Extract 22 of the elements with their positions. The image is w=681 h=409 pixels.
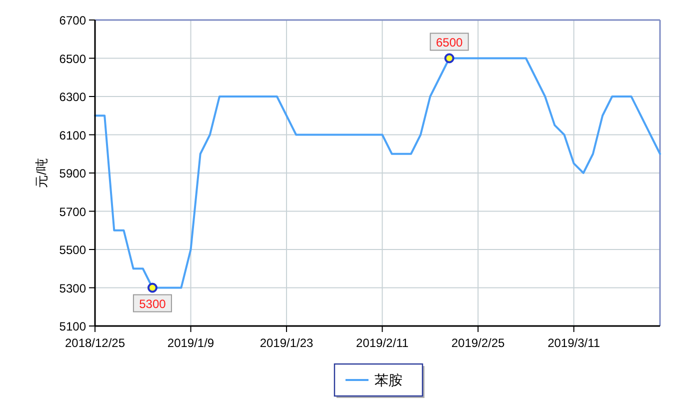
x-tick-label: 2018/12/25 (64, 336, 126, 350)
y-tick-label: 5100 (59, 320, 86, 334)
y-tick-label: 6700 (59, 14, 86, 28)
y-tick-label: 6100 (59, 128, 86, 142)
data-label: 5300 (139, 296, 166, 311)
value-label: 5300 (132, 294, 172, 312)
value-label: 6500 (430, 32, 469, 51)
y-tick-label: 5300 (59, 281, 86, 296)
y-tick-label: 5500 (59, 243, 86, 257)
y-tick-label: 5900 (59, 166, 86, 180)
x-tick-label: 2019/2/11 (356, 336, 409, 350)
data-label: 6500 (436, 35, 463, 50)
y-axis-title: 元/吨 (34, 158, 49, 188)
x-tick-label: 2019/1/9 (167, 336, 214, 350)
x-tick-label: 2019/2/25 (451, 336, 506, 350)
y-tick-label: 6500 (59, 52, 86, 66)
y-tick-label: 5700 (59, 204, 86, 219)
x-tick-label: 2019/3/11 (548, 336, 600, 350)
x-tick-label: 2019/1/23 (260, 336, 314, 350)
y-tick-label: 6300 (59, 90, 86, 104)
legend-label: 苯胺 (374, 372, 402, 388)
legend: 苯胺 (334, 363, 424, 398)
